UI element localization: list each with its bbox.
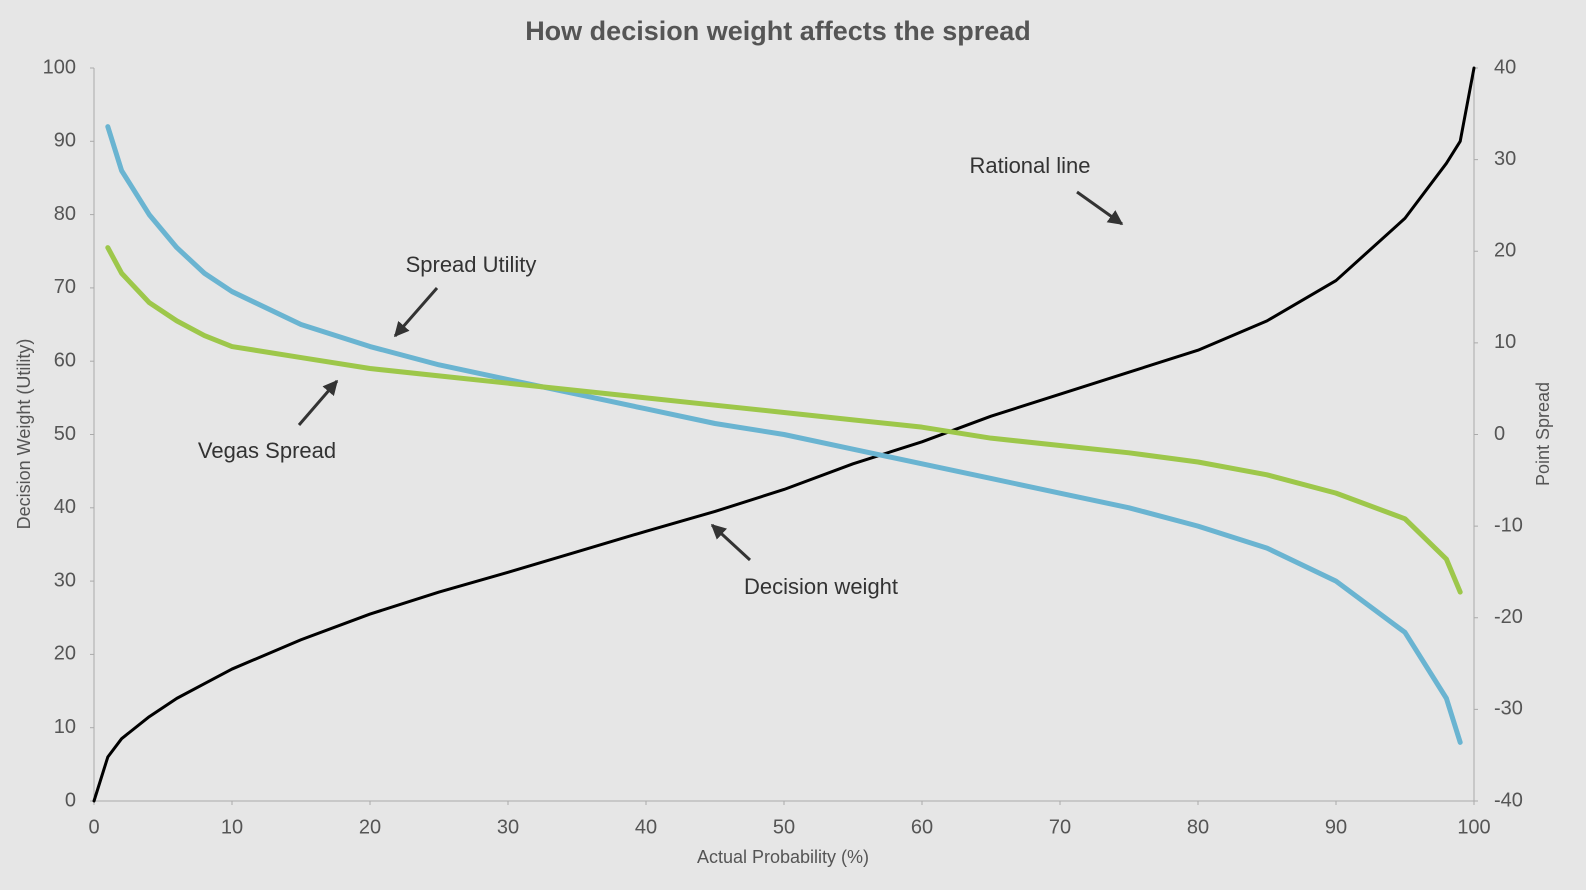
y-tick-label: 50	[54, 423, 76, 445]
y2-tick-label: 10	[1494, 331, 1516, 353]
x-tick-label: 100	[1457, 816, 1490, 838]
x-tick-label: 70	[1049, 816, 1071, 838]
series-annotation: Decision weight	[744, 574, 898, 599]
series-annotation: Rational line	[969, 153, 1090, 178]
y-tick-label: 0	[65, 789, 76, 811]
series-annotation: Vegas Spread	[198, 438, 336, 463]
x-tick-label: 80	[1187, 816, 1209, 838]
y2-axis-title: Point Spread	[1533, 382, 1553, 486]
annotation-arrow	[1076, 190, 1124, 226]
x-tick-label: 10	[221, 816, 243, 838]
x-axis-title: Actual Probability (%)	[697, 847, 869, 867]
x-tick-label: 60	[911, 816, 933, 838]
y-tick-label: 90	[54, 130, 76, 152]
series-line	[105, 245, 1463, 595]
y2-tick-label: 40	[1494, 56, 1516, 78]
y2-tick-label: -10	[1494, 514, 1523, 536]
x-tick-label: 40	[635, 816, 657, 838]
x-tick-label: 0	[88, 816, 99, 838]
y-tick-label: 30	[54, 569, 76, 591]
x-tick-label: 50	[773, 816, 795, 838]
y-tick-label: 100	[43, 56, 76, 78]
annotation-arrow	[393, 287, 439, 338]
y2-tick-label: -20	[1494, 606, 1523, 628]
y2-tick-label: -30	[1494, 698, 1523, 720]
y-tick-label: 20	[54, 643, 76, 665]
series-line	[105, 124, 1463, 745]
y2-tick-label: 30	[1494, 148, 1516, 170]
y-tick-label: 80	[54, 203, 76, 225]
series-annotation: Spread Utility	[406, 252, 537, 277]
series-line	[92, 66, 1476, 803]
x-tick-label: 30	[497, 816, 519, 838]
chart-title: How decision weight affects the spread	[525, 16, 1031, 46]
x-tick-label: 90	[1325, 816, 1347, 838]
x-tick-label: 20	[359, 816, 381, 838]
annotation-arrow	[710, 523, 752, 562]
y-tick-label: 10	[54, 716, 76, 738]
y-axis-title: Decision Weight (Utility)	[14, 339, 34, 530]
y2-tick-label: 20	[1494, 240, 1516, 262]
y-tick-label: 40	[54, 496, 76, 518]
y-tick-label: 60	[54, 349, 76, 371]
annotation-arrow	[297, 379, 339, 426]
y2-tick-label: 0	[1494, 423, 1505, 445]
y-tick-label: 70	[54, 276, 76, 298]
y2-tick-label: -40	[1494, 789, 1523, 811]
